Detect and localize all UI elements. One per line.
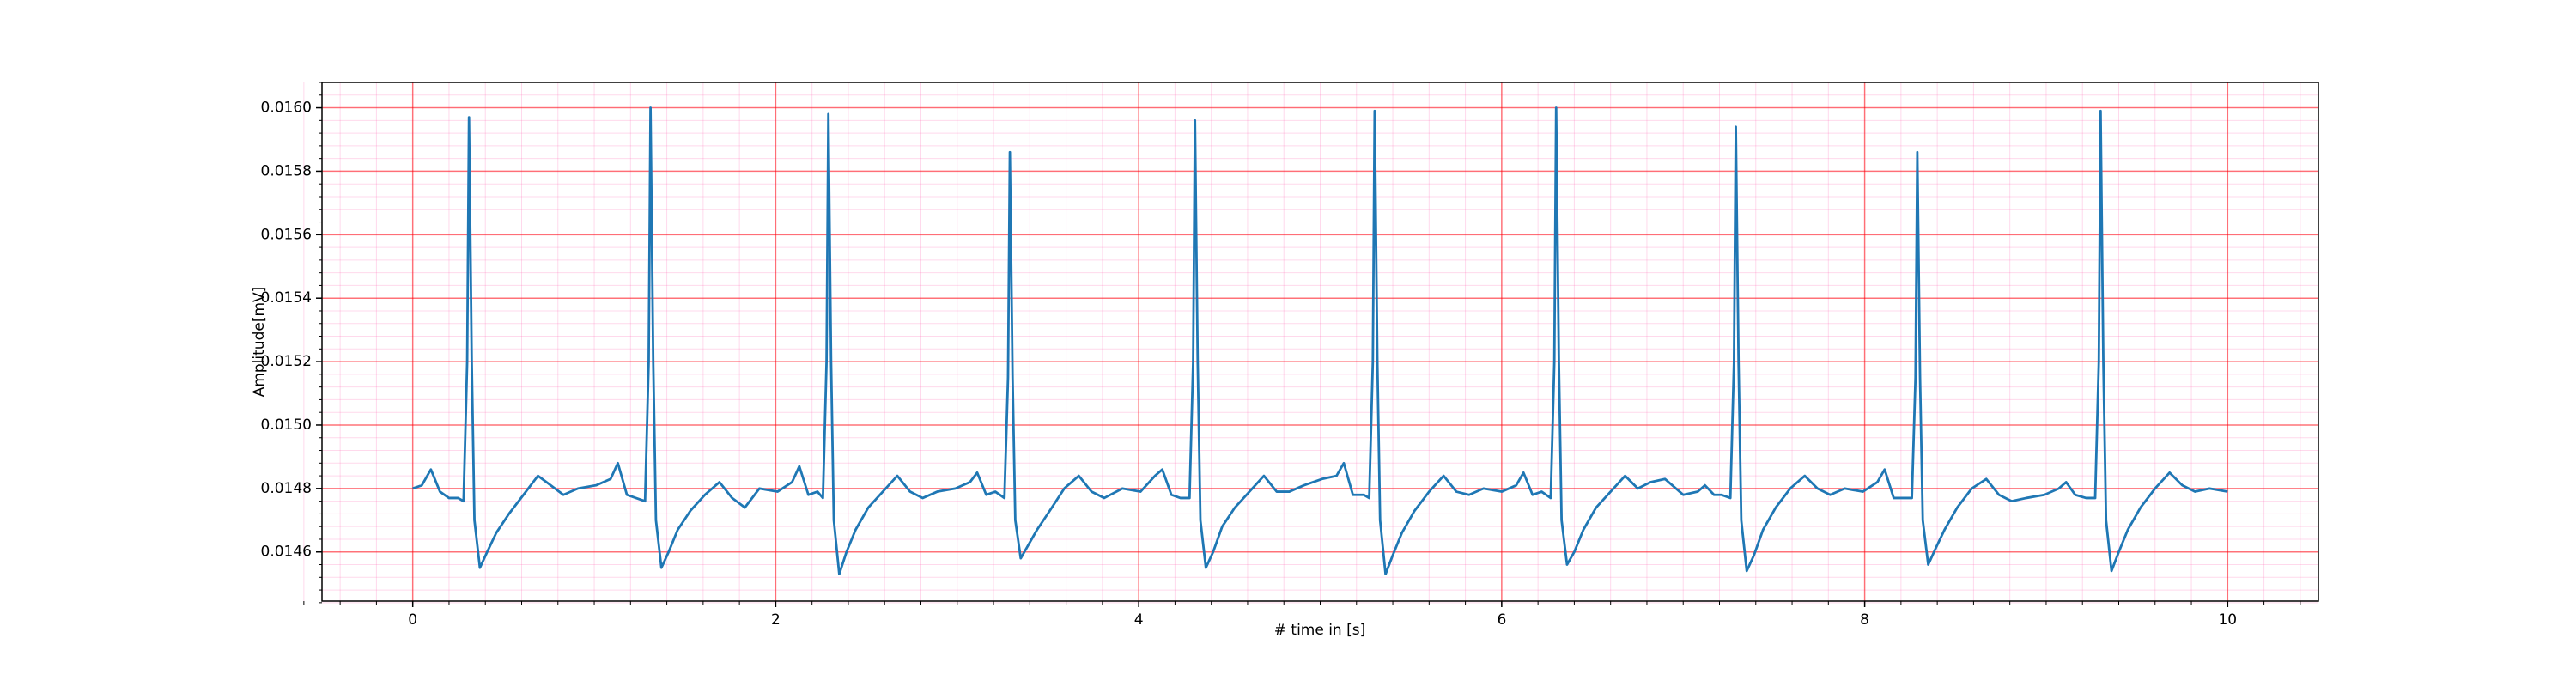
y-tick-label: 0.0160: [261, 100, 312, 117]
x-tick-label: 8: [1860, 611, 1869, 629]
x-tick-label: 6: [1497, 611, 1506, 629]
y-axis-label: Amplitude[mV]: [251, 287, 268, 398]
x-tick-label: 2: [771, 611, 781, 629]
x-tick-label: 4: [1134, 611, 1144, 629]
y-tick-label: 0.0152: [261, 353, 312, 370]
y-tick-label: 0.0156: [261, 226, 312, 243]
y-tick-label: 0.0154: [261, 289, 312, 307]
y-tick-label: 0.0150: [261, 416, 312, 434]
x-tick-label: 10: [2218, 611, 2237, 629]
marks: [412, 106, 2228, 575]
x-tick-label: 0: [408, 611, 417, 629]
x-axis-label: # time in [s]: [1274, 622, 1365, 639]
y-tick-label: 0.0146: [261, 544, 312, 561]
axes: 0 2 4 6 8 10 0.0146 0.0148 0.0150 0.0152 0.0154 0.0…: [261, 82, 2319, 629]
series-line: [412, 106, 2228, 575]
y-tick-label: 0.0148: [261, 480, 312, 497]
plot-frame: [321, 82, 2319, 602]
y-tick-label: 0.0158: [261, 162, 312, 179]
